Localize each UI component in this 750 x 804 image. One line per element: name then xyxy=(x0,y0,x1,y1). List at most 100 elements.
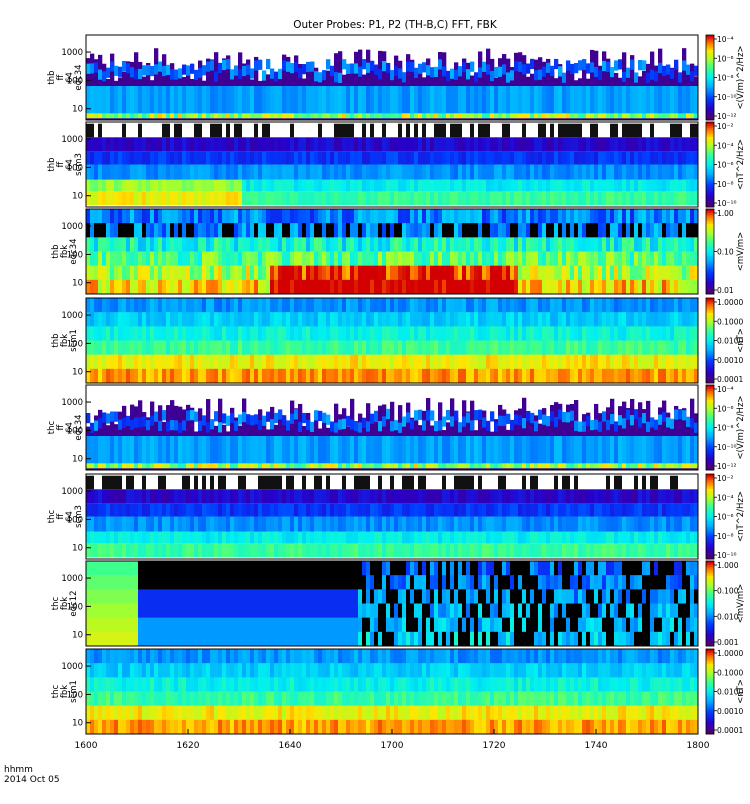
heatmap-cell xyxy=(446,517,450,532)
heatmap-cell xyxy=(258,341,262,355)
heatmap-cell xyxy=(174,192,178,206)
heatmap-cell xyxy=(210,237,214,251)
heatmap-cell xyxy=(414,517,418,532)
heatmap-cell xyxy=(430,237,434,251)
heatmap-cell xyxy=(606,436,610,463)
heatmap-cell xyxy=(146,420,150,430)
heatmap-cell xyxy=(258,504,262,517)
heatmap-cell xyxy=(142,489,146,503)
heatmap-cell xyxy=(494,137,498,151)
heatmap-cell xyxy=(246,192,250,206)
heatmap-cell xyxy=(438,436,442,463)
heatmap-cell xyxy=(266,341,270,355)
heatmap-cell xyxy=(262,165,266,180)
heatmap-cell xyxy=(414,266,418,280)
heatmap-cell xyxy=(278,137,282,151)
heatmap-cell xyxy=(258,355,262,369)
heatmap-cell xyxy=(546,436,550,463)
heatmap-cell xyxy=(286,463,290,468)
heatmap-cell xyxy=(462,463,466,468)
heatmap-cell xyxy=(558,180,562,192)
heatmap-cell xyxy=(422,192,426,206)
heatmap-cell xyxy=(166,517,170,532)
heatmap-cell xyxy=(286,476,290,490)
heatmap-cell xyxy=(442,137,446,151)
heatmap-cell xyxy=(302,341,306,355)
heatmap-cell xyxy=(398,180,402,192)
heatmap-cell xyxy=(218,436,222,463)
heatmap-cell xyxy=(618,165,622,180)
heatmap-cell xyxy=(426,237,430,251)
heatmap-cell xyxy=(254,192,258,206)
heatmap-cell xyxy=(174,180,178,192)
heatmap-cell xyxy=(530,436,534,463)
heatmap-cell xyxy=(314,517,318,532)
heatmap-cell xyxy=(438,532,442,544)
heatmap-cell xyxy=(190,137,194,151)
heatmap-cell xyxy=(618,280,622,294)
heatmap-cell xyxy=(106,152,110,165)
heatmap-cell xyxy=(154,223,158,237)
heatmap-cell xyxy=(362,504,366,517)
heatmap-cell xyxy=(410,463,414,468)
heatmap-cell xyxy=(634,355,638,369)
heatmap-cell xyxy=(610,414,614,424)
heatmap-cell xyxy=(650,237,654,251)
heatmap-cell xyxy=(506,165,510,180)
heatmap-cell xyxy=(198,266,202,280)
heatmap-cell xyxy=(342,124,346,138)
heatmap-cell xyxy=(342,355,346,369)
heatmap-cell xyxy=(550,192,554,206)
heatmap-cell xyxy=(246,463,250,468)
heatmap-cell xyxy=(90,463,94,468)
heatmap-cell xyxy=(470,209,474,223)
heatmap-cell xyxy=(130,489,134,503)
heatmap-cell xyxy=(546,223,550,237)
heatmap-cell xyxy=(490,280,494,294)
heatmap-cell xyxy=(90,369,94,383)
heatmap-cell xyxy=(386,489,390,503)
heatmap-cell xyxy=(578,137,582,151)
heatmap-cell xyxy=(322,124,326,138)
heatmap-cell xyxy=(282,137,286,151)
heatmap-cell xyxy=(594,341,598,355)
heatmap-cell xyxy=(334,298,338,312)
heatmap-cell xyxy=(426,252,430,266)
heatmap-cell xyxy=(530,369,534,383)
heatmap-cell xyxy=(582,124,586,138)
heatmap-cell xyxy=(158,86,162,113)
heatmap-cell xyxy=(378,312,382,326)
heatmap-cell xyxy=(98,312,102,326)
heatmap-cell xyxy=(126,369,130,383)
heatmap-cell xyxy=(250,341,254,355)
heatmap-cell xyxy=(294,517,298,532)
heatmap-cell xyxy=(234,137,238,151)
heatmap-cell xyxy=(222,369,226,383)
heatmap-cell xyxy=(358,192,362,206)
heatmap-cell xyxy=(306,137,310,151)
heatmap-cell xyxy=(166,463,170,468)
heatmap-cell xyxy=(330,192,334,206)
heatmap-cell xyxy=(326,165,330,180)
heatmap-cell xyxy=(642,280,646,294)
heatmap-cell xyxy=(590,209,594,223)
heatmap-cell xyxy=(362,544,366,558)
heatmap-cell xyxy=(418,410,422,420)
heatmap-cell xyxy=(186,223,190,237)
heatmap-cell xyxy=(342,165,346,180)
heatmap-cell xyxy=(394,137,398,151)
heatmap-cell xyxy=(646,137,650,151)
heatmap-cell xyxy=(446,266,450,280)
heatmap-cell xyxy=(442,463,446,468)
heatmap-cell xyxy=(386,326,390,340)
heatmap-cell xyxy=(658,252,662,266)
heatmap-cell xyxy=(630,312,634,326)
heatmap-cell xyxy=(586,266,590,280)
heatmap-cell xyxy=(90,504,94,517)
heatmap-cell xyxy=(146,86,150,113)
heatmap-cell xyxy=(574,124,578,138)
heatmap-cell xyxy=(398,532,402,544)
heatmap-cell xyxy=(162,517,166,532)
heatmap-cells xyxy=(86,209,698,294)
heatmap-cell xyxy=(634,209,638,223)
